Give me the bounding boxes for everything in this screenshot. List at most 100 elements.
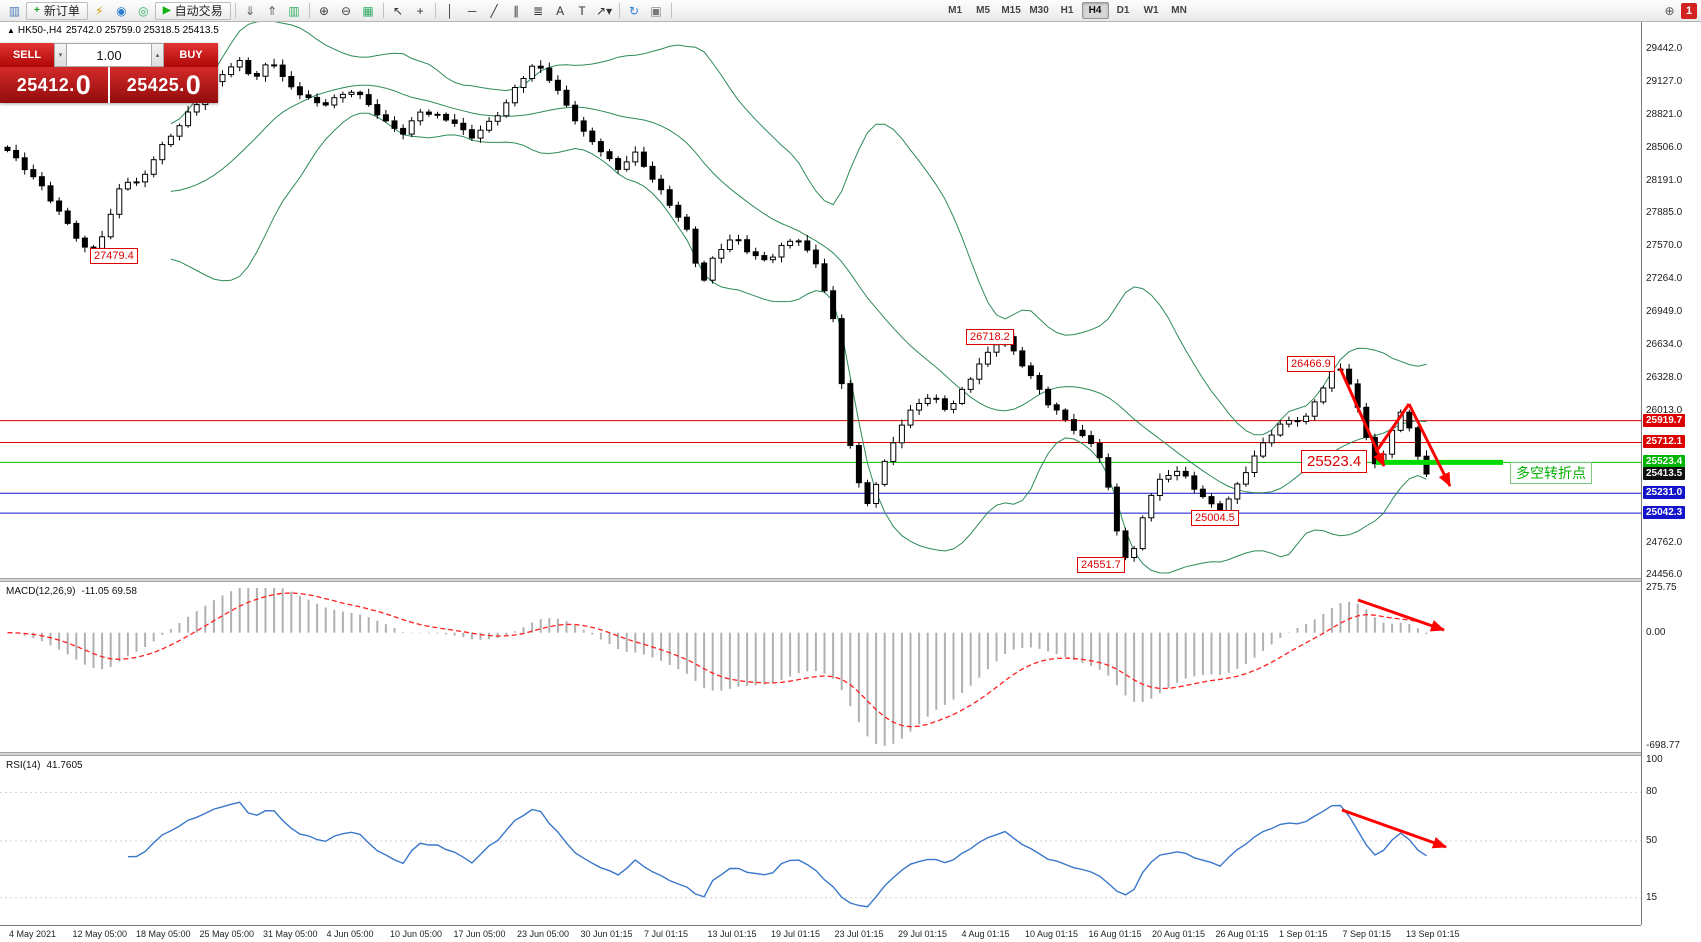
rsi-axis-label: 15 (1646, 891, 1658, 903)
ohlc-values: 25742.0 25759.0 25318.5 25413.5 (65, 25, 219, 36)
timeframe-m30-button[interactable]: M30 (1029, 5, 1049, 16)
volume-input[interactable] (67, 43, 151, 67)
macd-title: MACD(12,26,9) (6, 586, 76, 597)
time-axis[interactable]: 4 May 2021 12 May 05:00 18 May 05:00 25 May… (0, 925, 1641, 942)
timeframe-m1-button[interactable]: M1 (948, 5, 963, 16)
price-axis-label: 24456.0 (1646, 569, 1683, 580)
buy-button[interactable]: BUY (164, 43, 218, 67)
profiles-icon[interactable]: ⇓ (245, 3, 256, 18)
time-axis-label: 10 Aug 01:15 (1025, 929, 1079, 939)
price-axis[interactable]: 29442.0 29127.0 28821.0 28506.0 28191.0 27885… (1641, 22, 1701, 925)
price-axis-label: 26949.0 (1646, 306, 1683, 317)
price-axis-label: 29442.0 (1646, 43, 1683, 54)
new-order-button-label: 新订单 (43, 4, 80, 18)
rsi-levels (0, 791, 1641, 899)
bollinger-bands (170, 22, 1427, 574)
symbol-info-line: ▲ HK50-,H4 25742.0 25759.0 25318.5 25413.5 (7, 25, 223, 36)
time-axis-label: 20 Aug 01:15 (1152, 929, 1206, 939)
panel-splitter-macd[interactable] (0, 578, 1641, 582)
swing-price-label: 25004.5 (1191, 510, 1239, 526)
time-axis-label: 29 Jul 01:15 (898, 929, 948, 939)
panel-splitter-rsi[interactable] (0, 752, 1641, 756)
one-click-trading-panel: SELL ▾ ▴ BUY 25412.0 25425.0 (0, 43, 218, 103)
chart-window-icon[interactable]: ▥ (8, 3, 21, 18)
timeframe-m5-button[interactable]: M5 (976, 5, 991, 16)
price-tag: 25712.1 (1643, 435, 1686, 449)
notification-badge[interactable]: 1 (1681, 2, 1697, 19)
time-axis-label: 12 May 05:00 (72, 929, 128, 939)
refresh-icon[interactable]: ↻ (629, 3, 640, 18)
time-axis-label: 25 May 05:00 (199, 929, 255, 939)
fibonacci-icon[interactable]: ≣ (533, 3, 544, 18)
price-axis-label: 26634.0 (1646, 339, 1683, 351)
toolbar-separator (382, 3, 384, 18)
time-axis-label: 13 Sep 01:15 (1406, 929, 1460, 939)
timeframe-d1-button[interactable]: D1 (1116, 5, 1130, 16)
sell-button[interactable]: SELL (0, 43, 54, 67)
key-level-label: 25523.4 (1301, 450, 1368, 473)
time-axis-label: 4 Jun 05:00 (326, 929, 374, 939)
price-axis-label: 24762.0 (1646, 536, 1683, 548)
cursor-icon[interactable]: ↖ (393, 3, 404, 18)
macd-indicator-chart[interactable] (0, 582, 1641, 752)
alerts-icon[interactable]: ◎ (138, 3, 149, 18)
price-tag: 25413.5 (1643, 466, 1686, 480)
text-label-icon[interactable]: T (578, 3, 586, 18)
new-order-button[interactable]: + 新订单 (26, 1, 88, 20)
timeframe-m15-button[interactable]: M15 (1001, 5, 1021, 16)
crosshair-icon[interactable]: + (416, 3, 424, 18)
arrow-objects-icon[interactable]: ↗▾ (596, 3, 613, 18)
volume-down-button[interactable]: ▾ (54, 43, 67, 67)
autotrade-button[interactable]: ▶ 自动交易 (154, 1, 231, 20)
vertical-line-icon[interactable]: │ (446, 3, 454, 18)
macd-label: MACD(12,26,9) -11.05 69.58 (6, 586, 143, 597)
price-tag: 25523.4 (1643, 455, 1686, 469)
chart-shift-icon[interactable]: ⇑ (267, 3, 278, 18)
tile-windows-icon[interactable]: ▦ (362, 3, 374, 18)
time-axis-label: 23 Jun 05:00 (517, 929, 570, 939)
time-axis-label: 1 Sep 01:15 (1279, 929, 1328, 939)
candlestick-chart[interactable] (0, 22, 1641, 578)
time-axis-label: 19 Jul 01:15 (771, 929, 821, 939)
quick-trade-icon[interactable]: ⚡ (95, 3, 104, 18)
buy-price[interactable]: 25425. 0 (110, 67, 218, 103)
volume-up-button[interactable]: ▴ (151, 43, 164, 67)
timeframe-h4-button[interactable]: H4 (1081, 2, 1109, 19)
snapshot-icon[interactable]: ▣ (650, 3, 662, 18)
price-tag: 25042.3 (1643, 506, 1686, 520)
time-axis-label: 23 Jul 01:15 (834, 929, 884, 939)
price-tag: 25231.0 (1643, 486, 1686, 500)
price-axis-label: 27264.0 (1646, 272, 1683, 284)
zoom-out-icon[interactable]: ⊖ (341, 3, 352, 18)
timeframe-mn-button[interactable]: MN (1171, 5, 1187, 16)
autotrade-button-icon: ▶ (162, 5, 171, 16)
search-zoom-icon[interactable]: ⊕ (1664, 3, 1675, 18)
time-axis-label: 18 May 05:00 (136, 929, 191, 939)
rsi-axis-label: 50 (1646, 835, 1658, 846)
trendline-icon[interactable]: ╱ (490, 3, 498, 18)
sell-price[interactable]: 25412. 0 (0, 67, 108, 103)
swing-price-label: 27479.4 (90, 248, 138, 264)
time-axis-label: 16 Aug 01:15 (1088, 929, 1142, 939)
news-icon[interactable]: ◉ (116, 3, 127, 18)
price-axis-label: 28506.0 (1646, 141, 1683, 153)
autotrade-button-label: 自动交易 (174, 4, 223, 18)
timeframe-h1-button[interactable]: H1 (1060, 5, 1074, 16)
main-toolbar: ▥ + 新订单 ⚡ ◉ ◎ ▶ 自动交易 ⇓ ⇑ ▥ ⊕ ⊖ ▦ ↖ + │ ─ ╱ ∥ ≣ A T ↗▾ ↻ ▣ M1 M5 M15 M… (0, 0, 1701, 22)
macd-axis-label: 275.75 (1646, 582, 1677, 593)
buy-price-big-digit: 0 (185, 69, 202, 100)
auto-scroll-icon[interactable]: ▥ (288, 3, 300, 18)
timeframe-w1-button[interactable]: W1 (1143, 5, 1159, 16)
symbol-marker-icon: ▲ (7, 26, 15, 35)
macd-axis-label: -698.77 (1646, 740, 1680, 751)
horizontal-line-icon[interactable]: ─ (467, 3, 477, 18)
toolbar-separator (670, 3, 672, 18)
symbol-period: HK50-,H4 (17, 25, 62, 36)
channel-icon[interactable]: ∥ (513, 3, 520, 18)
text-icon[interactable]: A (556, 3, 565, 18)
zoom-in-icon[interactable]: ⊕ (319, 3, 330, 18)
price-axis-label: 27570.0 (1646, 240, 1683, 252)
rsi-indicator-chart[interactable] (0, 756, 1641, 925)
swing-price-label: 24551.7 (1077, 557, 1125, 573)
